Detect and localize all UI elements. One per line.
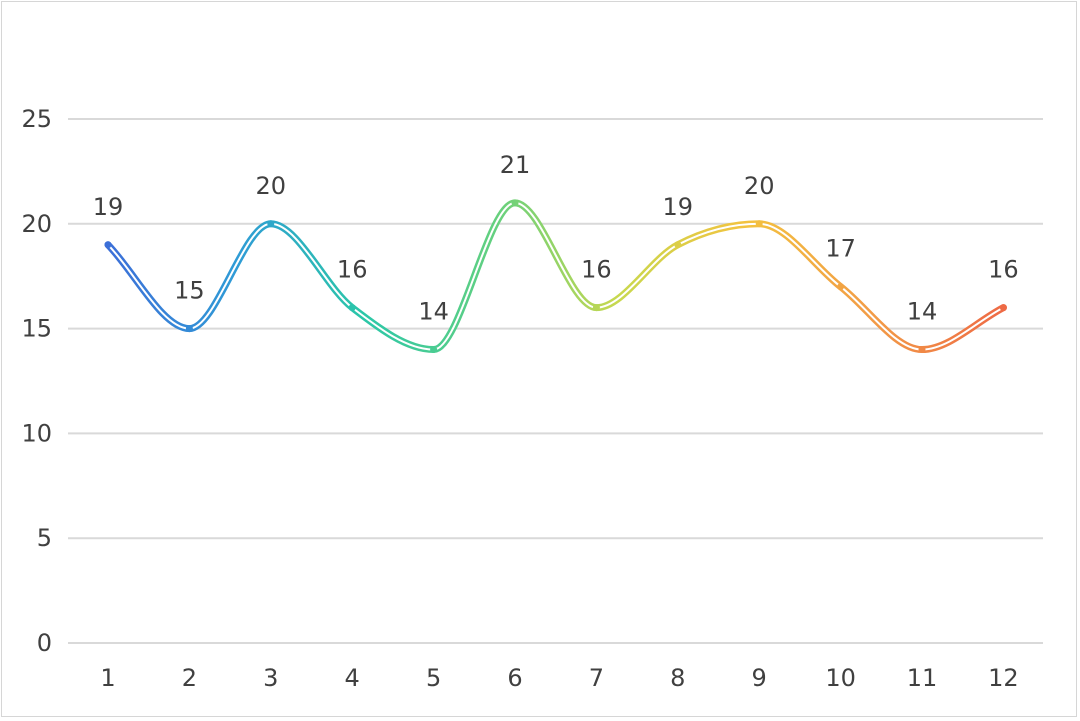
y-tick-label: 20 <box>21 210 52 238</box>
data-point <box>674 241 682 249</box>
data-label: 14 <box>418 298 449 326</box>
data-point <box>511 199 519 207</box>
data-point <box>104 241 112 249</box>
data-label: 20 <box>744 172 775 200</box>
data-point <box>999 304 1007 312</box>
data-label: 16 <box>581 256 612 284</box>
x-tick-label: 12 <box>988 664 1019 692</box>
data-point <box>918 346 926 354</box>
data-point <box>755 220 763 228</box>
x-tick-label: 2 <box>182 664 197 692</box>
data-point <box>592 304 600 312</box>
y-tick-label: 5 <box>37 524 52 552</box>
series-line <box>104 199 1007 354</box>
x-tick-label: 8 <box>670 664 685 692</box>
data-label: 14 <box>907 298 938 326</box>
data-label: 19 <box>663 193 694 221</box>
data-point <box>837 283 845 291</box>
series-line-inner <box>107 201 1005 351</box>
data-labels: 19 15 20 16 14 21 16 19 20 17 14 16 <box>93 151 1019 326</box>
data-point <box>267 220 275 228</box>
x-axis-ticks: 1 2 3 4 5 6 7 8 9 10 11 12 <box>100 664 1018 692</box>
x-tick-label: 4 <box>345 664 360 692</box>
data-point <box>185 325 193 333</box>
data-label: 20 <box>256 172 287 200</box>
x-tick-label: 1 <box>100 664 115 692</box>
data-label: 19 <box>93 193 124 221</box>
gridlines <box>68 118 1043 644</box>
x-tick-label: 6 <box>507 664 522 692</box>
y-tick-label: 15 <box>21 315 52 343</box>
x-tick-label: 3 <box>263 664 278 692</box>
data-label: 17 <box>825 235 856 263</box>
x-tick-label: 9 <box>752 664 767 692</box>
y-tick-label: 10 <box>21 419 52 447</box>
x-tick-label: 5 <box>426 664 441 692</box>
data-point <box>348 304 356 312</box>
x-tick-label: 11 <box>907 664 938 692</box>
x-tick-label: 10 <box>825 664 856 692</box>
data-label: 15 <box>174 277 205 305</box>
data-label: 21 <box>500 151 531 179</box>
y-axis-ticks: 0 5 10 15 20 25 <box>21 105 52 657</box>
data-label: 16 <box>988 256 1019 284</box>
data-label: 16 <box>337 256 368 284</box>
data-point <box>430 346 438 354</box>
y-tick-label: 25 <box>21 105 52 133</box>
data-points <box>104 199 1007 354</box>
x-tick-label: 7 <box>589 664 604 692</box>
series-line-outer <box>104 199 1007 354</box>
y-tick-label: 0 <box>37 629 52 657</box>
